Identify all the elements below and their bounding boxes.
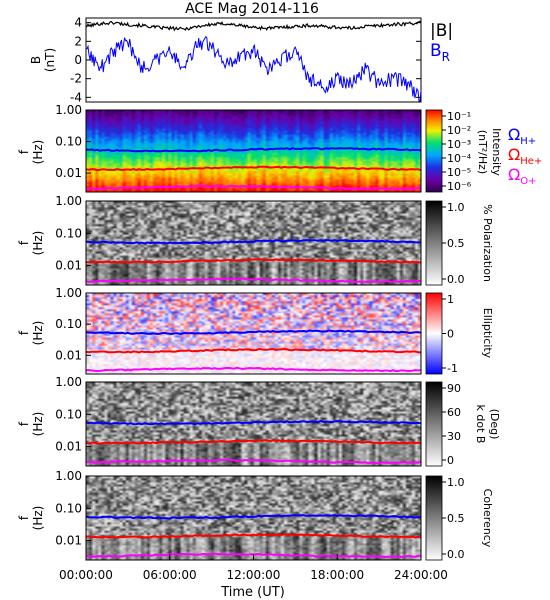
gyrofrequency-line [85,258,422,264]
intensity-cb-label: Intensity [490,128,503,176]
freq-tick-label: 1.00 [55,194,82,208]
figure-title: ACE Mag 2014-116 [185,1,319,17]
field-ytick-label: 0 [74,53,82,67]
time-tick-label: 12:00:00 [227,568,281,582]
gyrofrequency-line [85,513,422,520]
intensity-cb-unit: (nT²/Hz) [476,130,489,174]
colorbar-tick-label: 10⁻² [447,124,471,137]
gyrofrequency-line [85,147,422,153]
freq-tick-label: 1.00 [55,286,82,300]
colorbar-tick-label: 0 [447,328,454,341]
gyrofrequency-line [85,347,422,354]
freq-tick-label: 0.01 [55,348,82,362]
time-tick-label: 06:00:00 [143,568,197,582]
coherency-yunit: (Hz) [31,506,45,531]
ellipticity-cb-label: Ellipticity [481,308,494,359]
colorbar-tick-label: 90 [447,382,461,395]
field-ylabel: B [29,56,43,64]
field-panel: 420-2-4 B (nT) |B| BR [29,16,453,105]
legend-br: BR [430,41,450,64]
freq-tick-label: 0.01 [55,259,82,273]
gyrofrequency-line [85,439,422,445]
colorbar-tick-label: 10⁻⁶ [447,180,472,193]
legend-br-sub: R [442,50,450,64]
kdotb-ylabel: f [17,421,31,426]
coherency-panel: 1.00 0.10 0.01 f (Hz) 1.0 0.5 0.0 Coherency [17,469,494,561]
colorbar-tick-label: 10⁻³ [447,138,471,151]
colorbar-tick-label: 30 [447,430,461,443]
intensity-ylabel: f [17,149,31,154]
colorbar-tick-label: 10⁻⁵ [447,166,471,179]
freq-tick-label: 0.10 [55,407,82,421]
gyrofrequency-line [85,184,422,191]
colorbar-tick-label: 1 [447,293,454,306]
time-tick-label: 00:00:00 [59,568,113,582]
freq-tick-label: 1.00 [55,469,82,483]
colorbar-tick-label: 0.5 [447,512,465,525]
gyrofrequency-line [85,533,422,539]
freq-tick-label: 1.00 [55,103,82,117]
ellipticity-panel: 1.00 0.10 0.01 f (Hz) 1 0 -1 Ellipticity [17,286,494,375]
ion-legend-entry: ΩHe+ [508,145,542,167]
gyrofrequency-line [85,238,422,245]
polarization-yunit: (Hz) [31,231,45,256]
polarization-panel: 1.00 0.10 0.01 f (Hz) 1.0 0.5 0.0 % Polariza… [17,194,494,286]
freq-tick-label: 0.01 [55,440,82,454]
legend-bmag: |B| [430,21,453,41]
freq-tick-label: 0.10 [55,317,82,331]
kdotb-panel: 1.00 0.10 0.01 f (Hz) 90 60 30 0 k dot B (Deg… [17,375,501,467]
field-yunit: (nT) [43,48,57,72]
gyrofrequency-line [85,420,422,426]
colorbar-tick-label: 1.0 [447,476,465,489]
time-axis: 00:00:00 06:00:00 12:00:00 18:00:00 24:00:00 [59,554,448,582]
ellipticity-ylabel: f [17,330,31,335]
freq-tick-label: 0.10 [55,226,82,240]
coherency-ylabel: f [17,515,31,520]
series-line-br [85,35,422,102]
freq-tick-label: 1.00 [55,375,82,389]
polarization-cb-label: % Polarization [481,204,494,282]
ellipticity-yunit: (Hz) [31,321,45,346]
field-ytick-label: 2 [74,34,82,48]
kdotb-yunit: (Hz) [31,412,45,437]
gyrofrequency-line [85,277,422,284]
polarization-ylabel: f [17,240,31,245]
coherency-cb-label: Coherency [481,489,494,548]
time-axis-label: Time (UT) [220,585,285,600]
ion-legend-entry: ΩO+ [508,165,536,187]
colorbar-tick-label: 0.0 [447,273,465,286]
freq-tick-label: 0.01 [55,534,82,548]
kdotb-cb-label: k dot B [474,405,487,444]
gyrofrequency-line [85,458,422,465]
freq-tick-label: 0.01 [55,166,82,180]
colorbar-tick-label: 0.0 [447,548,465,561]
intensity-yunit: (Hz) [31,140,45,165]
gyrofrequency-line [85,165,422,172]
ion-legend-entry: ΩH+ [508,125,536,147]
colorbar-tick-label: -1 [447,362,458,375]
gyrofrequency-line [85,329,422,336]
field-ytick-label: 4 [74,16,82,30]
colorbar-tick-label: 10⁻¹ [447,110,471,123]
intensity-panel: 1.00 0.10 0.01 f (Hz) 10⁻¹10⁻²10⁻³10⁻⁴10⁻⁵… [17,103,542,193]
legend-br-main: B [430,41,442,61]
gyrofrequency-line [85,366,422,373]
colorbar-tick-label: 0 [447,454,454,467]
series-line-bmag [85,20,422,32]
field-ytick-label: -2 [70,72,82,86]
time-tick-label: 18:00:00 [310,568,364,582]
freq-tick-label: 0.10 [55,501,82,515]
colorbar-tick-label: 0.5 [447,237,465,250]
kdotb-cb-unit: (Deg) [488,409,501,440]
colorbar-tick-label: 1.0 [447,201,465,214]
colorbar-tick-label: 60 [447,406,461,419]
field-ytick-label: -4 [70,90,82,104]
freq-tick-label: 0.10 [55,135,82,149]
colorbar-tick-label: 10⁻⁴ [447,152,472,165]
time-tick-label: 24:00:00 [394,568,448,582]
